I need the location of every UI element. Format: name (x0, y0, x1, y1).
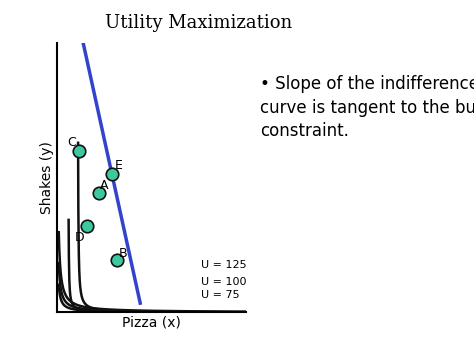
Text: U = 100: U = 100 (201, 277, 246, 286)
Text: Utility Maximization: Utility Maximization (105, 14, 293, 32)
Text: A: A (100, 179, 109, 192)
Text: U = 75: U = 75 (201, 290, 239, 300)
Y-axis label: Shakes (y): Shakes (y) (40, 141, 54, 214)
Text: D: D (75, 231, 84, 244)
X-axis label: Pizza (x): Pizza (x) (122, 315, 181, 329)
Text: U = 125: U = 125 (201, 260, 246, 269)
Text: C: C (68, 136, 76, 149)
Text: B: B (119, 247, 128, 260)
Text: E: E (115, 159, 123, 173)
Text: • Slope of the indifference
curve is tangent to the budget
constraint.: • Slope of the indifference curve is tan… (260, 75, 474, 140)
